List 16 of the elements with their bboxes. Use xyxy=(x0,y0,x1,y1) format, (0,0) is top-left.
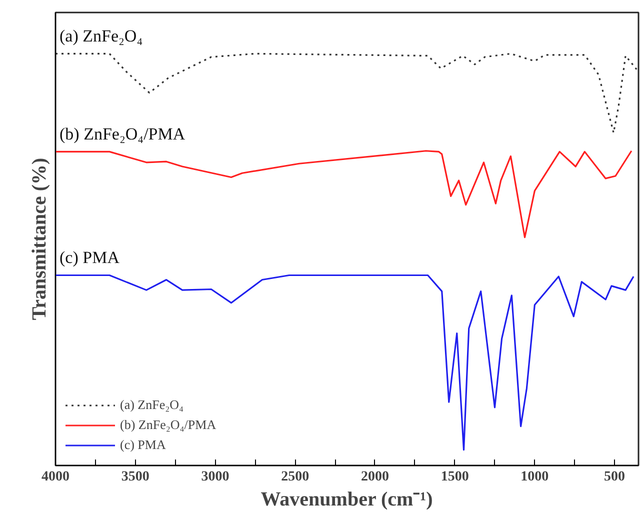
text: (b) ZnFe₂O₄/PMA xyxy=(60,124,186,144)
x-tick-label: 3000 xyxy=(201,470,230,484)
legend-label: (c) PMA xyxy=(120,437,166,453)
x-tick-label: 4000 xyxy=(42,470,70,484)
x-axis-title: Wavenumber (cm⁻¹) xyxy=(260,488,433,510)
text: (c) PMA xyxy=(60,248,120,268)
x-tick-label: 3500 xyxy=(121,470,150,484)
x-tick-label: 1500 xyxy=(440,470,469,484)
x-tick-label: 2000 xyxy=(360,470,389,484)
text: (a) ZnFe₂O₄ xyxy=(60,26,143,46)
legend-label: (a) ZnFe₂O₄ xyxy=(120,397,184,413)
y-axis-title: Transmittance (%) xyxy=(28,158,50,320)
x-tick-label: 500 xyxy=(604,470,626,484)
legend-label: (b) ZnFe₂O₄/PMA xyxy=(120,417,216,433)
x-tick-label: 1000 xyxy=(520,470,549,484)
x-tick-label: 2500 xyxy=(281,470,310,484)
